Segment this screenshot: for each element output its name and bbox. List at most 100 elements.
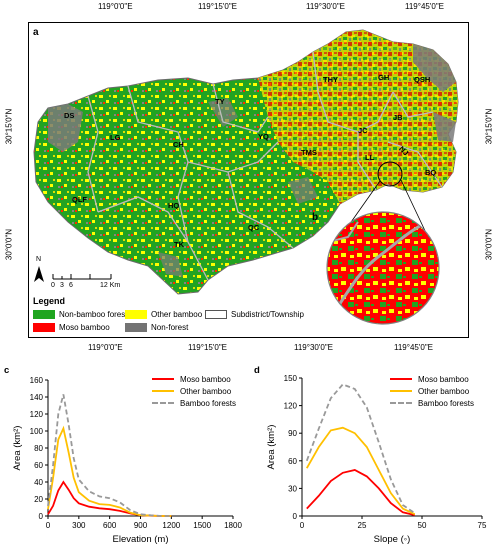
chart-d-y-tick-label: 150 bbox=[284, 374, 298, 383]
lon-label-bottom-2: 119°15'0"E bbox=[188, 343, 228, 352]
scale-tick-6: 6 bbox=[69, 282, 73, 289]
lat-label-left-2: 30°0'0"N bbox=[4, 228, 14, 261]
legend-title: Legend bbox=[33, 296, 66, 306]
place-label-ty: TY bbox=[215, 97, 225, 106]
lon-label-bottom-1: 119°0'0"E bbox=[88, 343, 123, 352]
chart-c-y-tick-label: 140 bbox=[30, 393, 44, 402]
chart-d-legend-moso: Moso bamboo bbox=[390, 373, 474, 385]
chart-c-legend: Moso bamboo Other bamboo Bamboo forests bbox=[152, 373, 236, 409]
lon-label-bottom-3: 119°30'0"E bbox=[294, 343, 334, 352]
legend-item-moso-bamboo: Moso bamboo bbox=[33, 323, 110, 332]
scale-tick-3: 3 bbox=[60, 282, 64, 289]
lat-label-left-1: 30°15'0"N bbox=[4, 108, 14, 145]
chart-d-x-tick-label: 75 bbox=[478, 521, 487, 530]
chart-d-y-tick-label: 0 bbox=[293, 512, 298, 521]
chart-d-x-tick-label: 50 bbox=[418, 521, 427, 530]
lon-label-top-4: 119°45'0"E bbox=[405, 2, 445, 11]
chart-d-legend-other: Other bamboo bbox=[390, 385, 474, 397]
chart-d-y-tick-label: 30 bbox=[288, 484, 297, 493]
legend-label: Moso bamboo bbox=[59, 323, 110, 332]
chart-c-legend-moso: Moso bamboo bbox=[152, 373, 236, 385]
chart-d-series-1 bbox=[306, 469, 416, 516]
place-label-yq: YQ bbox=[258, 132, 269, 141]
lon-label-bottom-4: 119°45'0"E bbox=[394, 343, 434, 352]
legend-label: Non-forest bbox=[151, 323, 189, 332]
chart-c-y-tick-label: 160 bbox=[30, 376, 44, 385]
chart-c-legend-bamboo: Bamboo forests bbox=[152, 397, 236, 409]
legend-label: Non-bamboo forest bbox=[59, 310, 128, 319]
legend-swatch-grey bbox=[125, 323, 147, 332]
chart-c-series-3 bbox=[47, 394, 172, 517]
chart-c-series-2 bbox=[47, 425, 172, 517]
chart-c-x-tick-label: 900 bbox=[134, 521, 148, 530]
place-label-qlf: QLF bbox=[72, 195, 87, 204]
place-label-tk: TK bbox=[174, 240, 185, 249]
chart-c-y-tick-label: 40 bbox=[34, 478, 43, 487]
place-label-jc: JC bbox=[358, 126, 368, 135]
place-label-ll: LL bbox=[365, 153, 375, 162]
chart-d-y-axis-title: Area (km²) bbox=[266, 425, 277, 470]
chart-c-y-tick-label: 20 bbox=[34, 495, 43, 504]
place-label-qc: QC bbox=[248, 223, 260, 232]
legend-item-non-bamboo-forest: Non-bamboo forest bbox=[33, 310, 127, 319]
chart-c-x-tick-label: 300 bbox=[72, 521, 86, 530]
chart-c-x-tick-label: 1800 bbox=[224, 521, 242, 530]
legend-swatch-yellow bbox=[125, 310, 147, 319]
legend-label: Bamboo forests bbox=[418, 398, 475, 408]
legend-label: Bamboo forests bbox=[180, 398, 237, 408]
legend-item-other-bamboo: Other bamboo bbox=[125, 310, 202, 319]
panel-a-label: a bbox=[33, 27, 39, 38]
chart-d-legend-bamboo: Bamboo forests bbox=[390, 397, 474, 409]
chart-d-y-tick-label: 120 bbox=[284, 402, 298, 411]
chart-c-series-1 bbox=[47, 480, 172, 517]
place-label-tms: TMS bbox=[301, 148, 317, 157]
chart-c-x-tick-label: 1200 bbox=[162, 521, 180, 530]
chart-c-x-tick-label: 0 bbox=[46, 521, 51, 530]
legend-swatch-red bbox=[33, 323, 55, 332]
map-canvas bbox=[33, 29, 459, 325]
chart-c-y-tick-label: 100 bbox=[30, 427, 44, 436]
place-label-nj: NJ bbox=[397, 144, 410, 157]
lat-label-right-1: 30°15'0"N bbox=[484, 108, 494, 145]
north-label: N bbox=[36, 256, 42, 263]
legend-swatch-outline bbox=[205, 310, 227, 319]
place-label-jb: JB bbox=[393, 113, 403, 122]
place-label-qsh: QSH bbox=[414, 75, 430, 84]
legend-label: Other bamboo bbox=[151, 310, 203, 319]
lat-label-right-2: 30°0'0"N bbox=[484, 228, 494, 261]
chart-d-x-axis-title: Slope (◦) bbox=[374, 534, 411, 545]
chart-c: c 0 20 40 60 80 100 120 140 160 0 300 600 900 1200 150… bbox=[4, 365, 242, 545]
legend-item-non-forest: Non-forest bbox=[125, 323, 188, 332]
chart-c-y-tick-label: 80 bbox=[34, 444, 43, 453]
chart-d-y-tick-label: 90 bbox=[288, 429, 297, 438]
legend-label: Moso bamboo bbox=[418, 374, 469, 384]
chart-d-series-2 bbox=[306, 426, 416, 516]
chart-d-series-3 bbox=[305, 383, 416, 514]
chart-c-y-tick-label: 120 bbox=[30, 410, 44, 419]
lon-label-top-3: 119°30'0"E bbox=[306, 2, 346, 11]
chart-d: d 0 30 60 90 120 150 0 25 50 75 Slope (◦) Area (km²… bbox=[254, 365, 487, 545]
panel-d-label: d bbox=[254, 365, 260, 376]
scale-bar bbox=[52, 274, 112, 280]
place-label-lg: LG bbox=[110, 133, 121, 142]
chart-c-y-tick-label: 0 bbox=[39, 512, 44, 521]
chart-c-y-axis-title: Area (km²) bbox=[12, 426, 23, 471]
chart-d-legend: Moso bamboo Other bamboo Bamboo forests bbox=[390, 373, 474, 409]
panel-c-label: c bbox=[4, 365, 9, 376]
chart-d-x-tick-label: 25 bbox=[358, 521, 367, 530]
legend-label: Moso bamboo bbox=[180, 374, 231, 384]
legend-label: Subdistrict/Township bbox=[231, 310, 304, 319]
legend-swatch-green bbox=[33, 310, 55, 319]
north-arrow-icon bbox=[34, 266, 44, 282]
lon-label-top-1: 119°0'0"E bbox=[98, 2, 133, 11]
place-label-ds: DS bbox=[64, 111, 74, 120]
place-label-hq: HQ bbox=[168, 201, 179, 210]
chart-c-legend-other: Other bamboo bbox=[152, 385, 236, 397]
chart-c-x-tick-label: 1500 bbox=[193, 521, 211, 530]
panel-b-label: b bbox=[312, 212, 319, 223]
chart-c-x-axis-title: Elevation (m) bbox=[113, 534, 169, 545]
scale-tick-12: 12 Km bbox=[100, 282, 121, 289]
chart-c-y-tick-label: 60 bbox=[34, 461, 43, 470]
lon-label-top-2: 119°15'0"E bbox=[198, 2, 238, 11]
chart-c-x-tick-label: 600 bbox=[103, 521, 117, 530]
